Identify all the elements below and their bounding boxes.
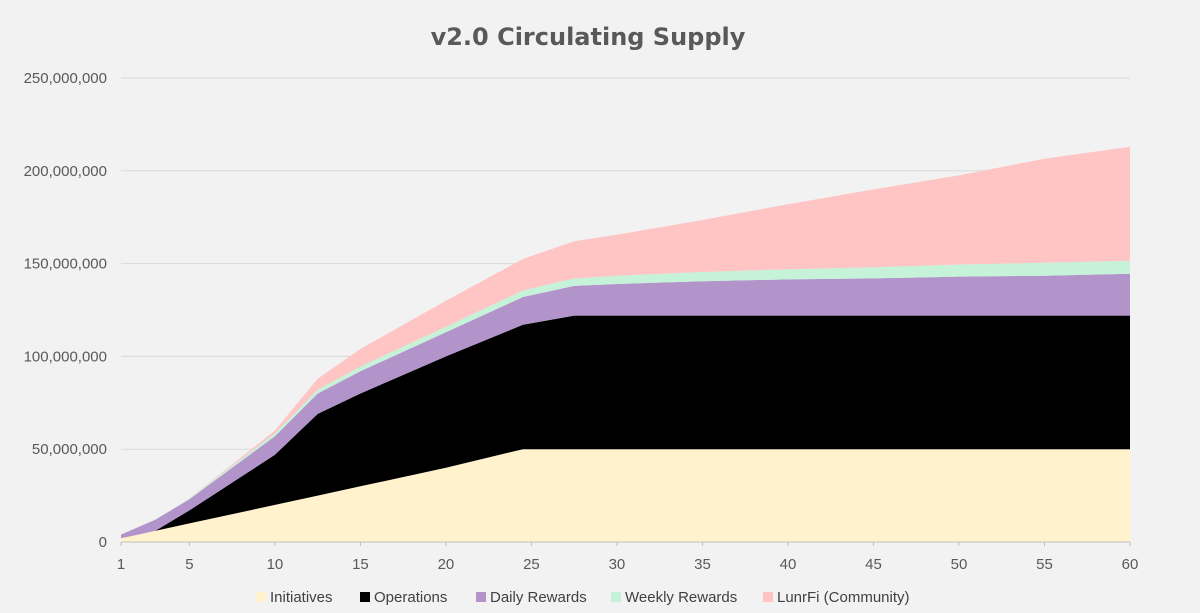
x-tick-label: 25 — [523, 556, 540, 573]
y-tick-label: 250,000,000 — [24, 70, 107, 87]
y-tick-label: 100,000,000 — [24, 348, 107, 365]
x-tick-label: 55 — [1036, 556, 1053, 573]
legend-item-daily-rewards: Daily Rewards — [476, 589, 587, 606]
axes: 0 50,000,000 100,000,000 150,000,000 200,000… — [24, 70, 1139, 573]
y-tick-label: 50,000,000 — [32, 441, 107, 458]
legend-swatch — [256, 592, 266, 602]
area-daily-rewards — [121, 273, 1130, 539]
y-tick-label: 150,000,000 — [24, 256, 107, 273]
area-operations — [121, 315, 1130, 539]
x-tick-label: 30 — [609, 556, 626, 573]
legend-item-operations: Operations — [360, 589, 447, 606]
x-tick-label: 35 — [694, 556, 711, 573]
legend-item-weekly-rewards: Weekly Rewards — [611, 589, 737, 606]
x-tick-label: 1 — [117, 556, 125, 573]
area-initiatives — [121, 449, 1130, 542]
x-tick-label: 60 — [1122, 556, 1139, 573]
x-tick-label: 20 — [438, 556, 455, 573]
legend: Initiatives Operations Daily Rewards Weekly… — [256, 589, 910, 606]
legend-swatch — [360, 592, 370, 602]
y-tick-label: 0 — [99, 534, 107, 551]
y-tick-label: 200,000,000 — [24, 163, 107, 180]
legend-label: Weekly Rewards — [625, 589, 737, 606]
x-tick-label: 50 — [951, 556, 968, 573]
x-tick-label: 45 — [865, 556, 882, 573]
legend-label: Initiatives — [270, 589, 333, 606]
chart-title: v2.0 Circulating Supply — [431, 23, 746, 51]
legend-label: Operations — [374, 589, 447, 606]
legend-label: Daily Rewards — [490, 589, 587, 606]
legend-swatch — [476, 592, 486, 602]
x-tick-label: 15 — [352, 556, 369, 573]
x-tick-label: 5 — [185, 556, 193, 573]
legend-swatch — [611, 592, 621, 602]
area-series — [121, 146, 1130, 542]
x-tick-label: 10 — [267, 556, 284, 573]
legend-item-lunrfi-community: LunrFi (Community) — [763, 589, 910, 606]
legend-swatch — [763, 592, 773, 602]
area-lunrfi-community — [121, 146, 1130, 535]
x-tick-label: 40 — [780, 556, 797, 573]
legend-item-initiatives: Initiatives — [256, 589, 333, 606]
legend-label: LunrFi (Community) — [777, 589, 910, 606]
